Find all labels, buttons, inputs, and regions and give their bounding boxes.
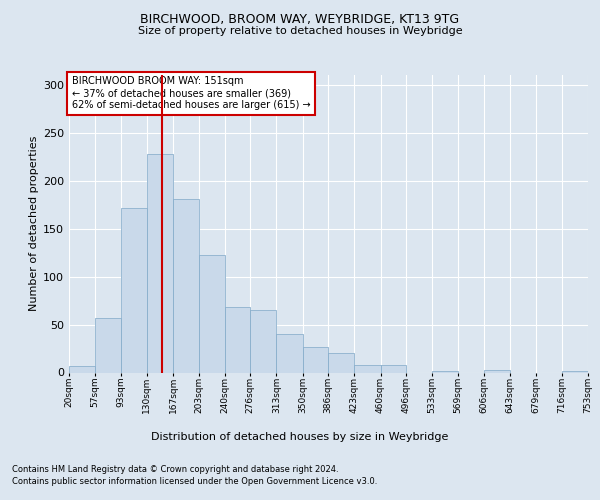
Bar — [432, 370, 458, 372]
Bar — [69, 366, 95, 372]
Bar — [355, 365, 380, 372]
Bar — [250, 310, 277, 372]
Bar — [277, 334, 302, 372]
Bar — [95, 318, 121, 372]
Text: BIRCHWOOD, BROOM WAY, WEYBRIDGE, KT13 9TG: BIRCHWOOD, BROOM WAY, WEYBRIDGE, KT13 9T… — [140, 12, 460, 26]
Bar — [484, 370, 510, 372]
Text: BIRCHWOOD BROOM WAY: 151sqm
← 37% of detached houses are smaller (369)
62% of se: BIRCHWOOD BROOM WAY: 151sqm ← 37% of det… — [71, 76, 310, 110]
Bar — [225, 307, 250, 372]
Y-axis label: Number of detached properties: Number of detached properties — [29, 136, 39, 312]
Bar — [562, 370, 588, 372]
Text: Size of property relative to detached houses in Weybridge: Size of property relative to detached ho… — [137, 26, 463, 36]
Bar — [380, 365, 406, 372]
Bar — [199, 256, 225, 372]
Text: Distribution of detached houses by size in Weybridge: Distribution of detached houses by size … — [151, 432, 449, 442]
Bar — [328, 354, 355, 372]
Bar — [173, 199, 199, 372]
Bar — [302, 346, 328, 372]
Text: Contains HM Land Registry data © Crown copyright and database right 2024.: Contains HM Land Registry data © Crown c… — [12, 465, 338, 474]
Text: Contains public sector information licensed under the Open Government Licence v3: Contains public sector information licen… — [12, 478, 377, 486]
Bar — [121, 208, 147, 372]
Bar — [147, 154, 173, 372]
